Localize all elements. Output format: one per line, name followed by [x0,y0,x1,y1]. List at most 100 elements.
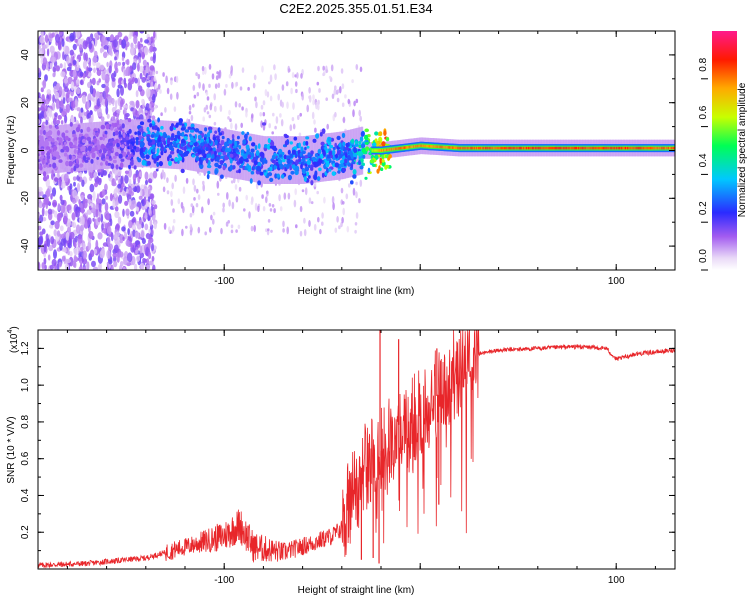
snr-frame [37,329,676,570]
spectrogram-cell [371,142,377,147]
spectrogram-ridge-core [486,146,489,150]
spectrogram-cell [313,174,318,181]
spectrogram-ridge-core [664,146,666,150]
spectrogram-ridge-core [478,146,480,150]
spectrogram-cell [227,147,232,152]
spectrogram-ridge-core [649,146,652,150]
spectrogram-cell [96,193,100,203]
spectrogram-ridge-core [661,146,664,150]
spectrogram-ridge-core [531,146,534,150]
spectrogram-cell [67,97,73,103]
spectrogram-cell [253,225,256,232]
spectrogram-cell [182,186,186,194]
spectrogram-cell [292,123,296,130]
spectrogram-cell [301,157,306,163]
spectrogram-cell [48,108,53,118]
spectrogram-cell [114,206,119,212]
spectrogram-cell [46,238,51,248]
spectrogram-cell [66,55,70,65]
spectrogram-cell [56,213,62,222]
spectrogram-cell [310,166,314,171]
spectrogram-xtick-label: -100 [214,276,234,287]
spectrogram-cell [306,171,310,177]
spectrogram-cell [303,176,307,182]
spectrogram-ridge-core [494,146,497,150]
snr-ytick-label: 0.4 [20,488,31,502]
spectrogram-ridge-core [501,146,504,150]
spectrogram-cell [197,149,202,155]
spectrogram-cell [60,71,66,78]
spectrogram-cell [124,170,130,175]
spectrogram-cell [364,141,369,145]
spectrogram-cell [60,120,64,125]
spectrogram-ridge-core [577,146,579,150]
spectrogram-cell [84,159,89,163]
spectrogram-cell [293,199,297,208]
spectrogram-cell [264,159,268,164]
snr-ytick-label: 1.2 [20,341,31,355]
spectrogram-ridge-core [390,148,393,151]
spectrogram-cell [132,77,135,82]
spectrogram-cell [47,208,53,215]
spectrogram-cell [198,172,202,176]
spectrogram-cell [116,119,120,126]
spectrogram-cell [126,156,131,160]
spectrogram-cell [171,182,174,190]
spectrogram-ridge-core [522,146,524,150]
spectrogram-cell [308,175,311,179]
spectrogram-cell [148,251,152,260]
spectrogram-cell [76,58,79,68]
spectrogram-cell [318,167,322,172]
spectrogram-cell [73,148,77,154]
spectrogram-cell [152,54,156,64]
spectrogram-cell [129,210,135,217]
spectrogram-cell [279,113,282,118]
spectrogram-cell [144,149,148,155]
spectrogram-cell [135,137,139,141]
spectrogram-cell [339,163,345,168]
spectrogram-cell [64,114,68,124]
spectrogram-ridge-core [670,146,672,150]
colorbar-tick-label: 0.0 [698,249,709,263]
spectrogram-cell [78,143,81,148]
spectrogram-cell [115,231,120,238]
spectrogram-cell [347,98,351,105]
spectrogram-cell [169,154,172,159]
spectrogram-cell [89,183,95,193]
spectrogram-halo [69,124,72,172]
spectrogram-cell [189,223,193,231]
spectrogram-ridge-core [502,146,505,150]
spectrogram-cell [95,239,99,250]
spectrogram-ridge-core [400,146,403,150]
spectrogram-cell [207,198,210,206]
spectrogram-cell [331,196,335,204]
spectrogram-ridge-core [602,146,605,150]
spectrogram-cell [45,131,49,137]
spectrogram-cell [127,252,133,263]
spectrogram-cell [148,103,152,109]
spectrogram-ridge-core [621,146,623,150]
spectrogram-cell [58,137,63,143]
spectrogram-cell [129,144,133,150]
spectrogram-cell [193,197,196,201]
spectrogram-cell [114,56,117,61]
spectrogram-cell [271,131,275,135]
spectrogram-cell [192,148,197,152]
spectrogram-cell [81,257,88,265]
spectrogram-cell [39,231,44,236]
spectrogram-cell [358,144,362,149]
spectrogram-cell [67,242,72,249]
spectrogram-ytick-label: -40 [20,238,31,253]
spectrogram-cell [169,125,174,132]
spectrogram-ridge-core [384,148,387,152]
spectrogram-cell [172,225,175,232]
spectrogram-cell [85,147,88,153]
spectrogram-cell [38,159,41,163]
spectrogram-cell [41,159,45,165]
spectrogram-cell [352,169,357,175]
spectrogram-cell [259,112,263,117]
spectrogram-ridge-core [445,146,448,149]
spectrogram-cell [51,56,56,63]
spectrogram-cell [52,66,57,73]
spectrogram-cell [72,69,77,78]
